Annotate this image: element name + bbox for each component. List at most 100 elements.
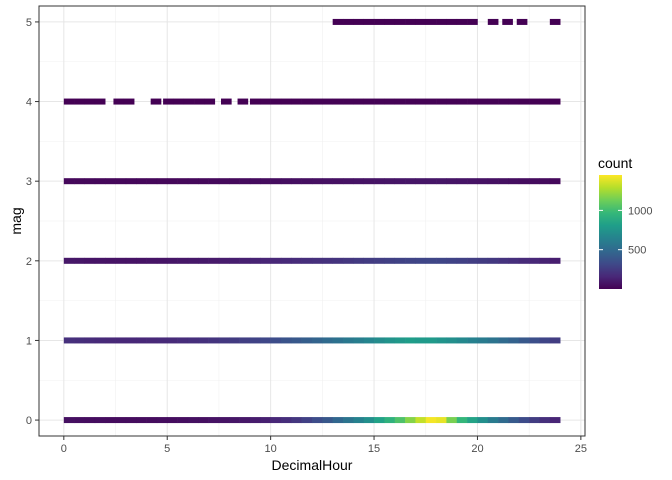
legend-ticks: 500 1000 [599, 205, 652, 257]
heatmap-tile [456, 257, 468, 264]
heatmap-tile [384, 257, 396, 264]
heatmap-tile [539, 257, 551, 264]
x-tick-label: 25 [575, 443, 587, 455]
heatmap-tile [150, 98, 162, 105]
heatmap-tile [125, 178, 137, 185]
heatmap-tile [539, 98, 551, 105]
heatmap-tile [332, 178, 344, 185]
heatmap-tile [374, 417, 385, 424]
heatmap-tile [270, 417, 282, 424]
heatmap-tile [249, 178, 261, 185]
heatmap-tile [446, 18, 458, 25]
heatmap-tile [63, 417, 75, 424]
heatmap-tile [260, 337, 271, 344]
heatmap-tile [516, 18, 528, 25]
heatmap-tile [301, 178, 313, 185]
heatmap-tile [456, 417, 468, 424]
heatmap-tile [363, 417, 375, 424]
heatmap-tile [218, 337, 230, 344]
heatmap-tile [508, 337, 520, 344]
heatmap-tile [312, 257, 323, 264]
y-tick-label: 5 [26, 17, 32, 29]
heatmap-tile [343, 417, 354, 424]
heatmap-tile [105, 257, 116, 264]
heatmap-tile [94, 178, 106, 185]
heatmap-tile [446, 257, 458, 264]
heatmap-tile [405, 417, 416, 424]
heatmap-tile [208, 257, 220, 264]
axis-ticks: 0 5 10 15 20 25 0 1 2 3 4 5 [26, 17, 587, 455]
heatmap-tile [74, 337, 85, 344]
heatmap-tile [125, 337, 137, 344]
heatmap-tile [394, 257, 406, 264]
heatmap-tile [198, 178, 209, 185]
heatmap-tile [498, 337, 509, 344]
heatmap-tile [204, 98, 216, 105]
heatmap-tile [363, 337, 375, 344]
heatmap-tile [384, 98, 396, 105]
heatmap-tile [498, 178, 509, 185]
heatmap-tile [343, 337, 354, 344]
heatmap-tile [136, 178, 147, 185]
heatmap-tile [94, 337, 106, 344]
heatmap-tile [374, 18, 385, 25]
heatmap-tile [353, 257, 364, 264]
heatmap-tile [74, 98, 85, 105]
heatmap-tile [487, 337, 499, 344]
legend-tick-label: 500 [628, 245, 646, 257]
heatmap-tile [332, 417, 344, 424]
heatmap-tile [187, 337, 199, 344]
heatmap-tile [229, 337, 240, 344]
heatmap-tile [415, 257, 427, 264]
heatmap-tile [291, 337, 302, 344]
heatmap-tile [415, 18, 427, 25]
heatmap-tile [291, 178, 302, 185]
y-tick-label: 1 [26, 335, 32, 347]
heatmap-tile [487, 257, 499, 264]
heatmap-tile [84, 337, 96, 344]
heatmap-tile [415, 178, 427, 185]
heatmap-tile [539, 417, 551, 424]
heatmap-tile [374, 337, 385, 344]
heatmap-tile [187, 257, 199, 264]
heatmap-tile [208, 417, 220, 424]
heatmap-tile [280, 257, 292, 264]
heatmap-tile [208, 337, 220, 344]
heatmap-tile [146, 417, 158, 424]
heatmap-tile [115, 178, 127, 185]
heatmap-tile [508, 98, 520, 105]
heatmap-tile [446, 98, 458, 105]
heatmap-tile [312, 98, 323, 105]
heatmap-tile [529, 337, 540, 344]
heatmap-tile [74, 178, 85, 185]
heatmap-tile [353, 18, 364, 25]
heatmap-tile [436, 337, 447, 344]
heatmap-tile [425, 98, 437, 105]
heatmap-tile [177, 257, 189, 264]
heatmap-tile [322, 257, 333, 264]
heatmap-tile [405, 98, 416, 105]
heatmap-tile [74, 417, 85, 424]
heatmap-tile [332, 18, 344, 25]
heatmap-tile [529, 178, 540, 185]
heatmap-tile [374, 98, 385, 105]
heatmap-tile [229, 417, 240, 424]
heatmap-tile [467, 257, 478, 264]
heatmap-tile [384, 18, 396, 25]
heatmap-tile [436, 178, 447, 185]
heatmap-tile [115, 337, 127, 344]
heatmap-tile [156, 417, 168, 424]
heatmap-tile [105, 337, 116, 344]
heatmap-tile [477, 417, 489, 424]
heatmap-tile [218, 417, 230, 424]
heatmap-tile [322, 417, 333, 424]
heatmap-tile [518, 417, 530, 424]
heatmap-tile [63, 337, 75, 344]
heatmap-tile [280, 417, 292, 424]
heatmap-tile [549, 18, 561, 25]
heatmap-tile [508, 178, 520, 185]
heatmap-tile [415, 337, 427, 344]
legend-tick-label: 1000 [628, 205, 652, 217]
heatmap-tile [94, 98, 106, 105]
heatmap-tile [332, 337, 344, 344]
